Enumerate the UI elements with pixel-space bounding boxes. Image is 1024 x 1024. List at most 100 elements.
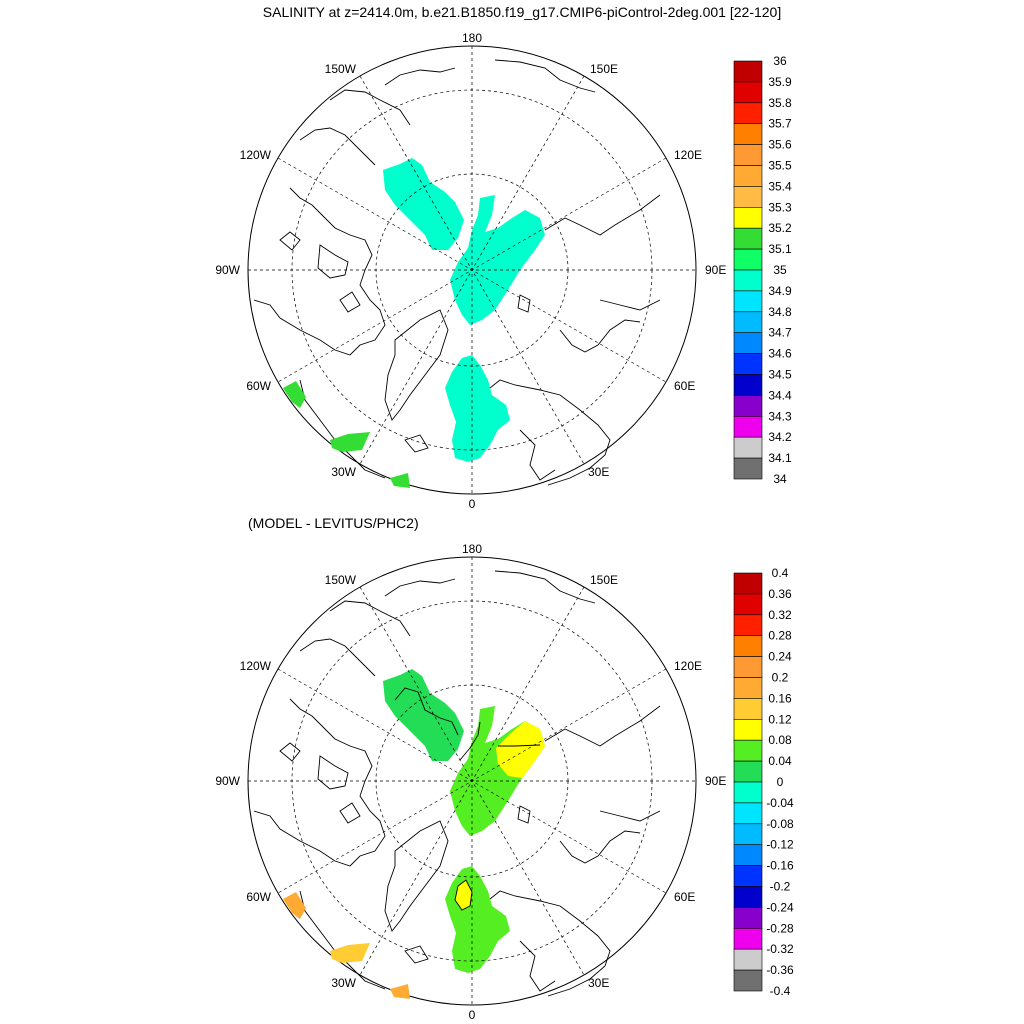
colorbar-tick-label: 0.32 xyxy=(768,608,792,622)
colorbar-tick-label: 34.5 xyxy=(768,368,792,382)
panel1-lon-150w: 150W xyxy=(325,62,357,76)
colorbar-tick-label: 0.36 xyxy=(768,587,792,601)
colorbar-swatch xyxy=(733,457,763,480)
colorbar-swatch xyxy=(733,353,763,375)
colorbar-swatch xyxy=(733,927,763,950)
panel2-region-north-atlantic xyxy=(390,984,410,999)
panel1-lon-30e: 30E xyxy=(588,465,609,479)
colorbar-swatch xyxy=(733,907,763,929)
colorbar-tick-label: 35.9 xyxy=(768,75,792,89)
colorbar-tick-label: 35.2 xyxy=(768,221,792,235)
colorbar-swatch xyxy=(733,656,763,678)
colorbar-swatch xyxy=(733,60,763,83)
colorbar-tick-label: 35.6 xyxy=(768,138,792,152)
colorbar-tick-label: 35 xyxy=(773,263,787,277)
panel1-title: SALINITY at z=2414.0m, b.e21.B1850.f19_g… xyxy=(263,4,781,20)
panel1-lon-90w: 90W xyxy=(215,263,240,277)
colorbar-tick-label: -0.24 xyxy=(766,900,794,914)
colorbar-tick-label: 34.6 xyxy=(768,347,792,361)
colorbar-swatch xyxy=(733,332,763,354)
panel1-region-fram-strait xyxy=(445,355,510,462)
colorbar-swatch xyxy=(733,572,763,595)
colorbar-tick-label: -0.2 xyxy=(770,880,791,894)
panel2-lon-120w: 120W xyxy=(240,659,272,673)
panel2-colorbar: 0.4 0.36 0.32 0.28 0.24 0.2 0.16 0.12 0.08 0.04 0 -… xyxy=(733,566,794,998)
colorbar-tick-label: 36 xyxy=(773,54,787,68)
panel1-lon-60e: 60E xyxy=(674,379,695,393)
colorbar-swatch xyxy=(733,269,763,292)
colorbar-swatch xyxy=(733,614,763,636)
panel2-longitude-labels: 180 150E 120E 90E 60E 30E 0 30W 60W 90W … xyxy=(215,542,726,1022)
colorbar-tick-label: 0.4 xyxy=(772,566,789,580)
colorbar-swatch xyxy=(733,865,763,887)
colorbar-tick-label: -0.32 xyxy=(766,942,794,956)
colorbar-swatch xyxy=(733,802,763,825)
panel2-region-labrador-sea xyxy=(283,892,306,919)
panel2-region-fram-strait-core xyxy=(455,880,472,910)
colorbar-swatch xyxy=(733,374,763,396)
colorbar-swatch xyxy=(733,311,763,333)
colorbar-tick-label: 34 xyxy=(773,472,787,486)
colorbar-swatch xyxy=(733,739,763,762)
panel2-lon-120e: 120E xyxy=(674,659,702,673)
colorbar-tick-label: 0.12 xyxy=(768,712,792,726)
panel2-map: 180 150E 120E 90E 60E 30E 0 30W 60W 90W … xyxy=(215,542,726,1022)
panel2-lon-90w: 90W xyxy=(215,774,240,788)
panel2-lon-180: 180 xyxy=(462,542,482,556)
colorbar-swatch xyxy=(733,718,763,741)
panel1-map: 180 150E 120E 90E 60E 30E 0 30W 60W 90W … xyxy=(215,31,726,511)
panel1-lon-90e: 90E xyxy=(705,263,726,277)
colorbar-swatch xyxy=(733,698,763,720)
colorbar-swatch xyxy=(733,844,763,866)
colorbar-swatch xyxy=(733,823,763,845)
colorbar-tick-label: 34.2 xyxy=(768,430,792,444)
colorbar-tick-label: 0.28 xyxy=(768,629,792,643)
panel2-anomaly-fields xyxy=(283,669,545,999)
colorbar-swatch xyxy=(733,248,763,271)
colorbar-swatch xyxy=(733,886,763,908)
colorbar-tick-label: 35.3 xyxy=(768,200,792,214)
colorbar-tick-label: 34.4 xyxy=(768,388,792,402)
panel2-region-irminger-sea xyxy=(330,943,370,963)
colorbar-swatch xyxy=(733,781,763,804)
colorbar-tick-label: 34.9 xyxy=(768,284,792,298)
colorbar-swatch xyxy=(733,207,763,229)
colorbar-swatch xyxy=(733,123,763,145)
colorbar-swatch xyxy=(733,186,763,208)
colorbar-tick-label: 0.16 xyxy=(768,691,792,705)
colorbar-tick-label: 34.3 xyxy=(768,409,792,423)
colorbar-swatch xyxy=(733,81,763,104)
colorbar-swatch xyxy=(733,593,763,616)
panel1-salinity-fields xyxy=(283,158,545,488)
panel1-lon-150e: 150E xyxy=(590,62,618,76)
panel2-lon-30w: 30W xyxy=(331,976,356,990)
colorbar-swatch xyxy=(733,760,763,783)
panel1-region-north-atlantic xyxy=(390,473,410,488)
panel1-region-eurasian-basin xyxy=(450,195,545,325)
colorbar-swatch xyxy=(733,290,763,313)
panel1-lon-120w: 120W xyxy=(240,148,272,162)
panel2-title: (MODEL - LEVITUS/PHC2) xyxy=(248,515,419,531)
panel2-lon-30e: 30E xyxy=(588,976,609,990)
colorbar-tick-label: -0.4 xyxy=(770,984,791,998)
colorbar-swatch xyxy=(733,102,763,125)
colorbar-tick-label: 35.4 xyxy=(768,179,792,193)
panel1-longitude-labels: 180 150E 120E 90E 60E 30E 0 30W 60W 90W … xyxy=(215,31,726,511)
colorbar-tick-label: 0.04 xyxy=(768,754,792,768)
colorbar-tick-label: -0.12 xyxy=(766,838,794,852)
colorbar-tick-label: 34.8 xyxy=(768,305,792,319)
colorbar-swatch xyxy=(733,677,763,699)
panel2-lon-90e: 90E xyxy=(705,774,726,788)
panel1-lon-0: 0 xyxy=(469,497,476,511)
panel2-lon-60e: 60E xyxy=(674,890,695,904)
colorbar-tick-label: -0.16 xyxy=(766,859,794,873)
panel2-region-eurasian-basin-east xyxy=(496,721,545,778)
colorbar-swatch xyxy=(733,969,763,992)
colorbar-swatch xyxy=(733,415,763,438)
colorbar-tick-label: -0.08 xyxy=(766,817,794,831)
panel2-region-canada-basin xyxy=(383,669,464,761)
colorbar-tick-label: -0.36 xyxy=(766,963,794,977)
panel2-lon-150w: 150W xyxy=(325,573,357,587)
colorbar-tick-label: 34.1 xyxy=(768,451,792,465)
